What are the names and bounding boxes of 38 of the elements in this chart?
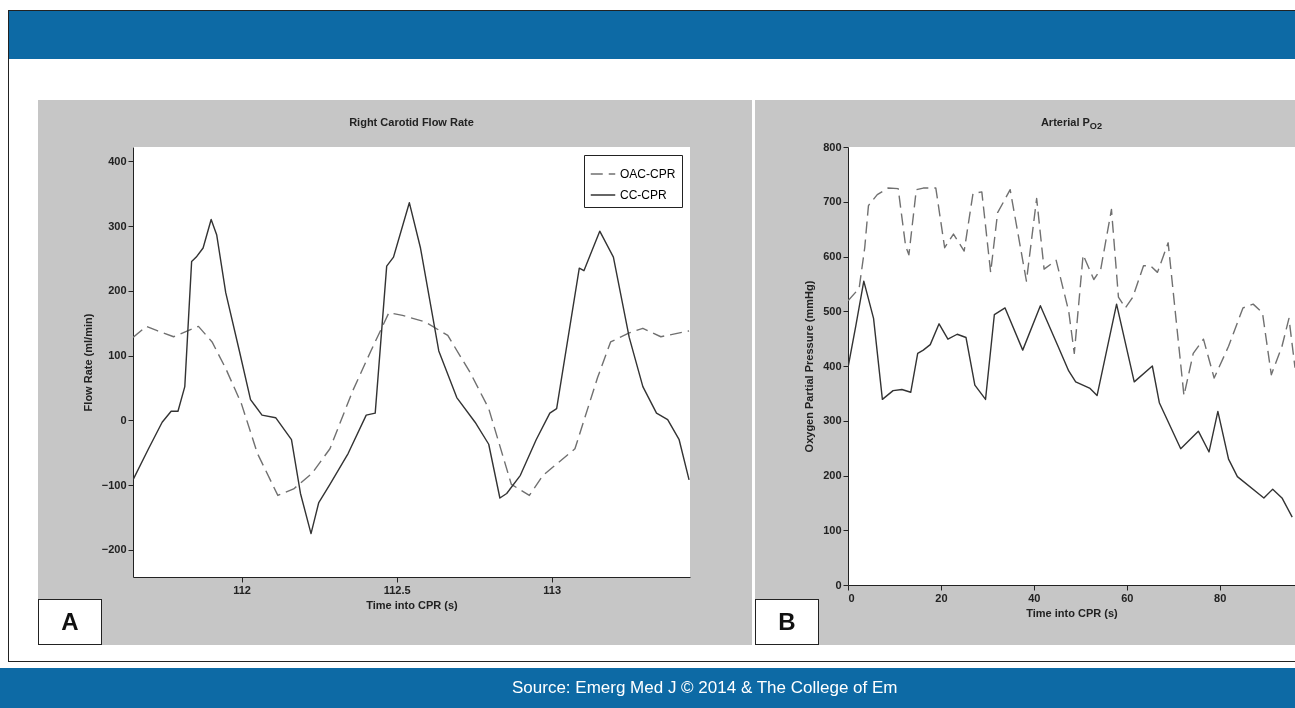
line-series <box>848 187 1295 397</box>
line-series <box>848 280 1293 518</box>
y-tick-label: 600 <box>823 250 842 262</box>
y-tick-label: −100 <box>101 478 127 491</box>
x-tick-label: 112 <box>233 583 251 596</box>
source-note: Source: Emerg Med J © 2014 & The College of Em <box>512 678 898 698</box>
y-axis-title: Flow Rate (ml/min) <box>81 313 94 412</box>
chart-title: Arterial P$_{O2}$ <box>1040 116 1103 132</box>
y-axis-title: Oxygen Partial Pressure (mmHg) <box>803 280 816 453</box>
chart-title: Right Carotid Flow Rate <box>349 116 474 128</box>
y-tick-label: 700 <box>823 195 842 208</box>
y-tick-label: 300 <box>823 414 842 427</box>
y-tick-label: 200 <box>108 284 127 297</box>
line-series <box>133 312 690 497</box>
x-tick-label: 112.5 <box>383 583 411 596</box>
legend-label: CC-CPR <box>620 188 667 202</box>
y-tick-label: −200 <box>101 543 127 556</box>
line-series <box>133 201 690 535</box>
y-tick-label: 800 <box>823 140 842 153</box>
y-tick-label: 100 <box>823 523 842 536</box>
y-tick-label: 100 <box>108 349 127 362</box>
x-tick-label: 20 <box>935 591 948 604</box>
y-tick-label: 300 <box>108 219 127 232</box>
x-tick-label: 80 <box>1214 591 1227 604</box>
x-axis-title: Time into CPR (s) <box>366 598 459 611</box>
y-tick-label: 400 <box>108 154 127 167</box>
x-axis-title: Time into CPR (s) <box>1026 606 1119 619</box>
text: A <box>38 599 102 645</box>
legend-label: OAC-CPR <box>620 167 676 181</box>
y-tick-label: 500 <box>823 304 842 317</box>
y-tick-label: 0 <box>120 413 127 426</box>
y-tick-label: 200 <box>823 469 842 481</box>
x-tick-label: 40 <box>1028 591 1041 604</box>
x-tick-label: 0 <box>848 591 855 604</box>
text: B <box>755 599 819 645</box>
x-tick-label: 60 <box>1121 591 1134 604</box>
x-tick-label: 113 <box>543 583 562 596</box>
y-tick-label: 400 <box>823 359 842 372</box>
